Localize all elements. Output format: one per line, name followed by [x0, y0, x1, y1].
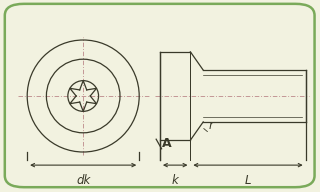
Text: L: L [245, 174, 251, 187]
FancyBboxPatch shape [5, 4, 315, 187]
Text: k: k [172, 174, 179, 187]
Text: A: A [162, 137, 171, 150]
Text: dk: dk [76, 174, 90, 187]
Text: r: r [209, 119, 214, 132]
